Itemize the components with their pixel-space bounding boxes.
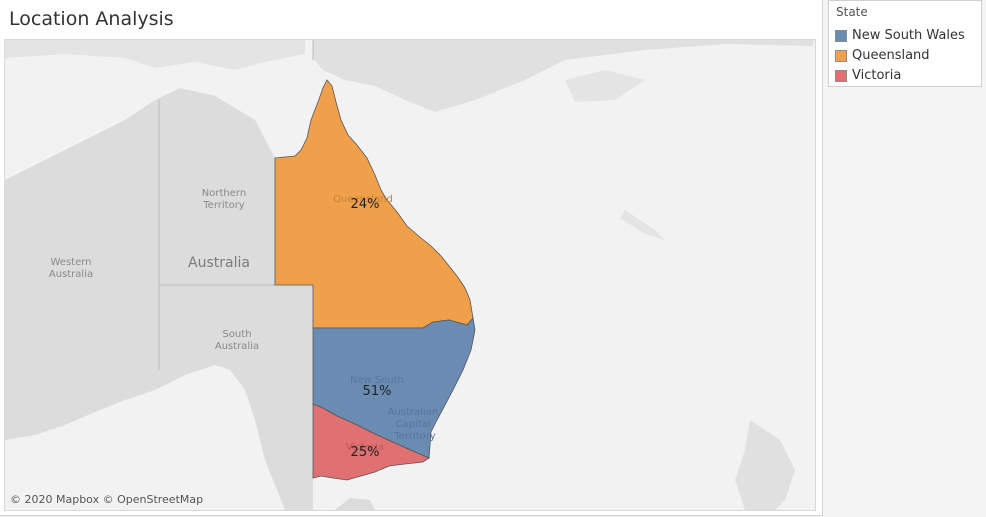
faint-label-act-1: Australian <box>388 407 439 418</box>
landmass-islands <box>565 70 645 102</box>
landmass-north-islands <box>5 40 305 70</box>
legend: State New South Wales Queensland Victori… <box>828 0 982 87</box>
landmass-tasmania <box>335 498 375 510</box>
legend-item-queensland[interactable]: Queensland <box>835 48 979 66</box>
landmass-new-caledonia <box>620 210 665 240</box>
map-view[interactable]: Western Australia Northern Territory Sou… <box>4 39 816 511</box>
legend-item-new-south-wales[interactable]: New South Wales <box>835 28 979 46</box>
landmass-new-zealand <box>735 420 795 510</box>
share-label-new-south-wales: 51% <box>363 384 392 399</box>
legend-swatch <box>835 30 847 42</box>
share-label-victoria: 25% <box>351 445 380 460</box>
label-south-australia-1: South <box>222 329 251 340</box>
legend-label: New South Wales <box>852 28 965 43</box>
map-attribution[interactable]: © 2020 Mapbox © OpenStreetMap <box>10 493 204 506</box>
faint-label-victoria: Victoria <box>346 442 384 453</box>
faint-label-queensland: Queensland <box>333 194 393 205</box>
landmass-new-guinea <box>313 40 813 112</box>
legend-label: Queensland <box>852 48 930 63</box>
legend-item-victoria[interactable]: Victoria <box>835 68 979 86</box>
label-northern-territory-1: Northern <box>202 188 246 199</box>
faint-label-act-3: Territory <box>393 431 436 442</box>
label-australia: Australia <box>188 255 250 271</box>
faint-label-act-2: Capital <box>395 419 430 430</box>
share-label-queensland: 24% <box>351 197 380 212</box>
legend-swatch <box>835 50 847 62</box>
region-victoria[interactable] <box>312 403 430 481</box>
legend-title: State <box>836 5 868 19</box>
legend-label: Victoria <box>852 68 902 83</box>
label-south-australia-2: Australia <box>215 341 259 352</box>
label-western-australia-2: Australia <box>49 269 93 280</box>
dashboard: Location Analysis <box>0 0 823 516</box>
page-title: Location Analysis <box>9 8 174 30</box>
faint-label-nsw: New South <box>350 375 404 386</box>
legend-swatch <box>835 70 847 82</box>
label-western-australia-1: Western <box>50 257 91 268</box>
map-canvas[interactable]: Western Australia Northern Territory Sou… <box>5 40 815 510</box>
label-northern-territory-2: Territory <box>202 200 245 211</box>
